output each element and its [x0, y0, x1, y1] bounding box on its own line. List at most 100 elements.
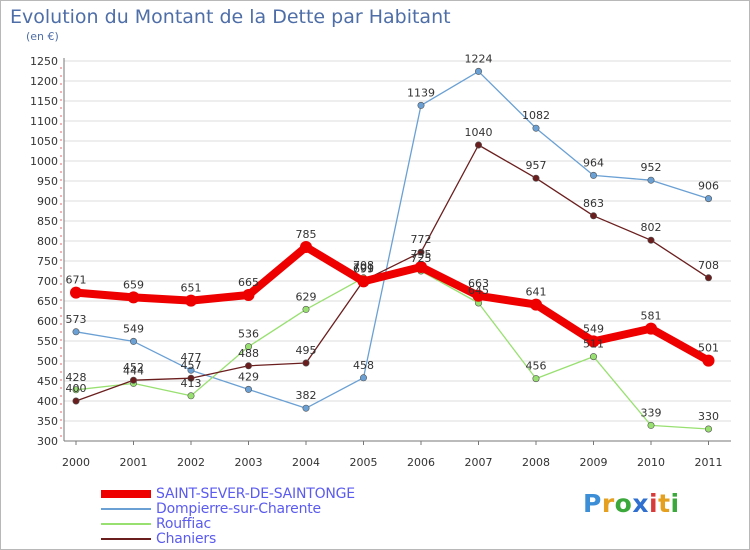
legend-swatch — [101, 490, 151, 498]
data-point — [704, 195, 712, 203]
logo-letter: o — [614, 489, 633, 518]
data-point — [474, 67, 482, 75]
data-label: 458 — [353, 359, 374, 372]
x-tick-label: 2010 — [637, 456, 665, 469]
legend-swatch — [101, 538, 151, 540]
data-label: 429 — [238, 370, 259, 383]
legend-label: SAINT-SEVER-DE-SAINTONGE — [156, 486, 355, 502]
x-tick-label: 2001 — [120, 456, 148, 469]
data-point — [185, 294, 197, 307]
data-point — [704, 274, 712, 282]
data-point — [589, 353, 597, 361]
data-point — [645, 322, 657, 335]
data-label: 581 — [641, 310, 662, 323]
y-tick-label: 700 — [37, 275, 58, 288]
data-point — [589, 212, 597, 220]
data-point — [647, 176, 655, 184]
data-point — [472, 289, 485, 302]
data-label: 501 — [698, 342, 719, 355]
y-tick-label: 650 — [37, 295, 58, 308]
data-label: 708 — [698, 259, 719, 272]
data-label: 651 — [181, 282, 202, 295]
data-label: 785 — [296, 228, 317, 241]
y-tick-label: 900 — [37, 195, 58, 208]
data-point — [589, 171, 597, 179]
data-point — [532, 375, 540, 383]
x-tick-label: 2008 — [522, 456, 550, 469]
data-point — [245, 362, 253, 370]
legend-swatch — [101, 523, 151, 525]
data-label: 1040 — [465, 126, 493, 139]
x-tick-label: 2002 — [177, 456, 205, 469]
legend-label: Rouffiac — [156, 516, 211, 532]
x-tick-label: 2003 — [235, 456, 263, 469]
logo-letter: i — [649, 489, 659, 518]
data-label: 511 — [583, 338, 604, 351]
data-label: 456 — [526, 360, 547, 373]
logo-letter: x — [632, 489, 649, 518]
data-point — [187, 392, 195, 400]
proxiti-logo: Proxiti — [583, 489, 680, 518]
logo-letter: r — [601, 489, 615, 518]
y-tick-label: 1000 — [30, 155, 58, 168]
data-label: 802 — [641, 221, 662, 234]
x-tick-label: 2005 — [350, 456, 378, 469]
data-label: 663 — [468, 277, 489, 290]
y-tick-label: 1150 — [30, 95, 58, 108]
logo-letter: i — [670, 489, 680, 518]
data-point — [302, 404, 310, 412]
data-point — [417, 248, 425, 256]
data-point — [359, 374, 367, 382]
data-label: 701 — [353, 262, 374, 275]
y-tick-label: 450 — [37, 375, 58, 388]
data-label: 452 — [123, 361, 144, 374]
y-tick-label: 1250 — [30, 55, 58, 68]
chart-title: Evolution du Montant de la Dette par Hab… — [10, 6, 451, 28]
data-label: 549 — [123, 322, 144, 335]
data-point — [72, 386, 80, 394]
data-label: 444 — [123, 364, 144, 377]
y-tick-label: 500 — [37, 355, 58, 368]
data-label: 1082 — [522, 109, 550, 122]
y-tick-label: 350 — [37, 415, 58, 428]
data-point — [187, 366, 195, 374]
series-line — [75, 144, 710, 402]
data-label: 573 — [66, 313, 87, 326]
legend-label: Dompierre-sur-Charente — [156, 501, 321, 517]
legend-entry: Dompierre-sur-Charente — [101, 501, 321, 517]
data-label: 1139 — [407, 86, 435, 99]
y-tick-label: 1100 — [30, 115, 58, 128]
y-tick-label: 1050 — [30, 135, 58, 148]
data-label: 413 — [181, 377, 202, 390]
data-point — [72, 397, 80, 405]
data-point — [417, 101, 425, 109]
data-label: 382 — [296, 389, 317, 402]
data-label: 665 — [238, 276, 259, 289]
data-label: 735 — [411, 248, 432, 261]
data-label: 772 — [411, 233, 432, 246]
y-tick-label: 750 — [37, 255, 58, 268]
data-point — [245, 343, 253, 351]
data-label: 863 — [583, 197, 604, 210]
data-label: 400 — [66, 382, 87, 395]
x-tick-label: 2006 — [407, 456, 435, 469]
data-point — [300, 241, 312, 253]
x-tick-label: 2004 — [292, 456, 320, 469]
data-label: 906 — [698, 180, 719, 193]
legend-entry: Chaniers — [101, 531, 216, 547]
data-point — [704, 425, 712, 433]
data-label: 1224 — [465, 52, 493, 65]
data-point — [532, 174, 540, 182]
data-label: 952 — [641, 161, 662, 174]
data-label: 330 — [698, 410, 719, 423]
x-tick-label: 2000 — [62, 456, 90, 469]
data-point — [242, 289, 255, 301]
data-label: 641 — [526, 286, 547, 299]
data-point — [530, 298, 542, 311]
data-point — [647, 421, 655, 429]
data-point — [72, 328, 80, 336]
data-point — [187, 374, 195, 382]
data-point — [415, 261, 427, 273]
y-tick-label: 800 — [37, 235, 58, 248]
